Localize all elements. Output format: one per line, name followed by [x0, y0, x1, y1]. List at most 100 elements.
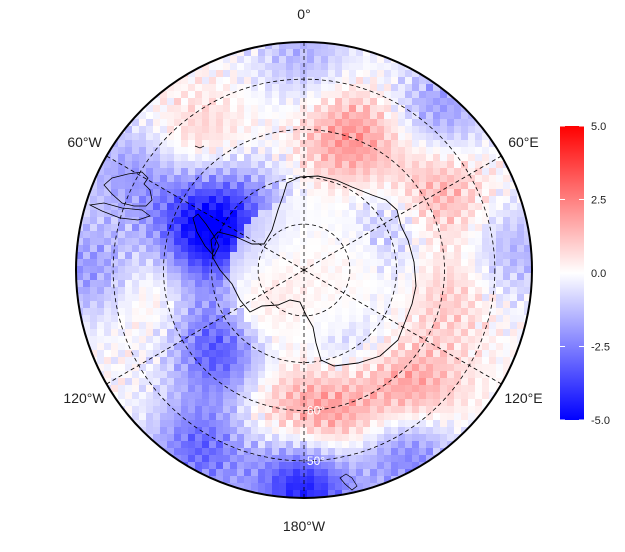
heatmap-cell — [419, 329, 427, 337]
heatmap-cell — [363, 280, 371, 288]
heatmap-cell — [258, 182, 266, 190]
heatmap-cell — [405, 294, 413, 302]
heatmap-cell — [160, 378, 168, 386]
heatmap-cell — [97, 301, 105, 309]
heatmap-cell — [349, 336, 357, 344]
heatmap-cell — [342, 420, 350, 428]
heatmap-cell — [181, 203, 189, 211]
heatmap-cell — [174, 399, 182, 407]
heatmap-cell — [335, 329, 343, 337]
heatmap-cell — [153, 434, 161, 442]
heatmap-cell — [482, 189, 490, 197]
longitude-label: 0° — [297, 6, 310, 22]
heatmap-cell — [433, 322, 441, 330]
heatmap-cell — [356, 63, 364, 71]
heatmap-cell — [384, 175, 392, 183]
heatmap-cell — [384, 112, 392, 120]
heatmap-cell — [468, 406, 476, 414]
heatmap-cell — [426, 420, 434, 428]
heatmap-cell — [195, 245, 203, 253]
heatmap-cell — [153, 308, 161, 316]
heatmap-cell — [153, 217, 161, 225]
heatmap-cell — [83, 301, 91, 309]
heatmap-cell — [251, 371, 259, 379]
heatmap-cell — [223, 175, 231, 183]
heatmap-cell — [181, 210, 189, 218]
heatmap-cell — [265, 175, 273, 183]
heatmap-cell — [209, 350, 217, 358]
heatmap-cell — [433, 336, 441, 344]
heatmap-cell — [202, 266, 210, 274]
heatmap-cell — [104, 140, 112, 148]
heatmap-cell — [111, 301, 119, 309]
heatmap-cell — [251, 399, 259, 407]
heatmap-cell — [489, 252, 497, 260]
heatmap-cell — [230, 336, 238, 344]
heatmap-cell — [195, 252, 203, 260]
heatmap-cell — [461, 98, 469, 106]
heatmap-cell — [461, 399, 469, 407]
heatmap-cell — [125, 224, 133, 232]
heatmap-cell — [412, 336, 420, 344]
heatmap-cell — [468, 315, 476, 323]
heatmap-cell — [286, 42, 294, 50]
heatmap-cell — [90, 238, 98, 246]
heatmap-cell — [398, 294, 406, 302]
heatmap-cell — [314, 252, 322, 260]
heatmap-cell — [258, 350, 266, 358]
heatmap-cell — [328, 427, 336, 435]
heatmap-cell — [398, 119, 406, 127]
heatmap-cell — [97, 245, 105, 253]
heatmap-cell — [111, 147, 119, 155]
heatmap-cell — [209, 63, 217, 71]
heatmap-cell — [146, 252, 154, 260]
heatmap-cell — [335, 119, 343, 127]
heatmap-cell — [363, 378, 371, 386]
heatmap-cell — [321, 238, 329, 246]
heatmap-cell — [412, 119, 420, 127]
heatmap-cell — [377, 392, 385, 400]
heatmap-cell — [314, 448, 322, 456]
heatmap-cell — [272, 350, 280, 358]
heatmap-cell — [279, 105, 287, 113]
heatmap-cell — [209, 427, 217, 435]
heatmap-cell — [461, 420, 469, 428]
south-georgia-coastline — [194, 145, 205, 149]
heatmap-cell — [139, 399, 147, 407]
heatmap-cell — [300, 357, 308, 365]
heatmap-cell — [146, 287, 154, 295]
heatmap-cell — [153, 378, 161, 386]
heatmap-cell — [356, 427, 364, 435]
heatmap-cell — [328, 224, 336, 232]
heatmap-cell — [237, 378, 245, 386]
heatmap-cell — [258, 252, 266, 260]
heatmap-cell — [251, 98, 259, 106]
heatmap-cell — [307, 287, 315, 295]
heatmap-cell — [125, 280, 133, 288]
heatmap-cell — [90, 315, 98, 323]
heatmap-cell — [195, 308, 203, 316]
heatmap-cell — [475, 308, 483, 316]
heatmap-cell — [356, 448, 364, 456]
heatmap-cell — [314, 147, 322, 155]
heatmap-cell — [377, 161, 385, 169]
heatmap-cell — [398, 196, 406, 204]
heatmap-cell — [335, 490, 343, 498]
heatmap-cell — [118, 364, 126, 372]
heatmap-cell — [223, 105, 231, 113]
heatmap-cell — [412, 161, 420, 169]
heatmap-cell — [517, 252, 525, 260]
heatmap-cell — [524, 280, 532, 288]
heatmap-cell — [272, 413, 280, 421]
heatmap-cell — [279, 252, 287, 260]
heatmap-cell — [167, 252, 175, 260]
heatmap-cell — [174, 294, 182, 302]
heatmap-cell — [384, 385, 392, 393]
heatmap-cell — [237, 350, 245, 358]
heatmap-cell — [510, 329, 518, 337]
heatmap-cell — [125, 350, 133, 358]
heatmap-cell — [363, 406, 371, 414]
heatmap-cell — [461, 378, 469, 386]
heatmap-cell — [202, 469, 210, 477]
heatmap-cell — [468, 203, 476, 211]
